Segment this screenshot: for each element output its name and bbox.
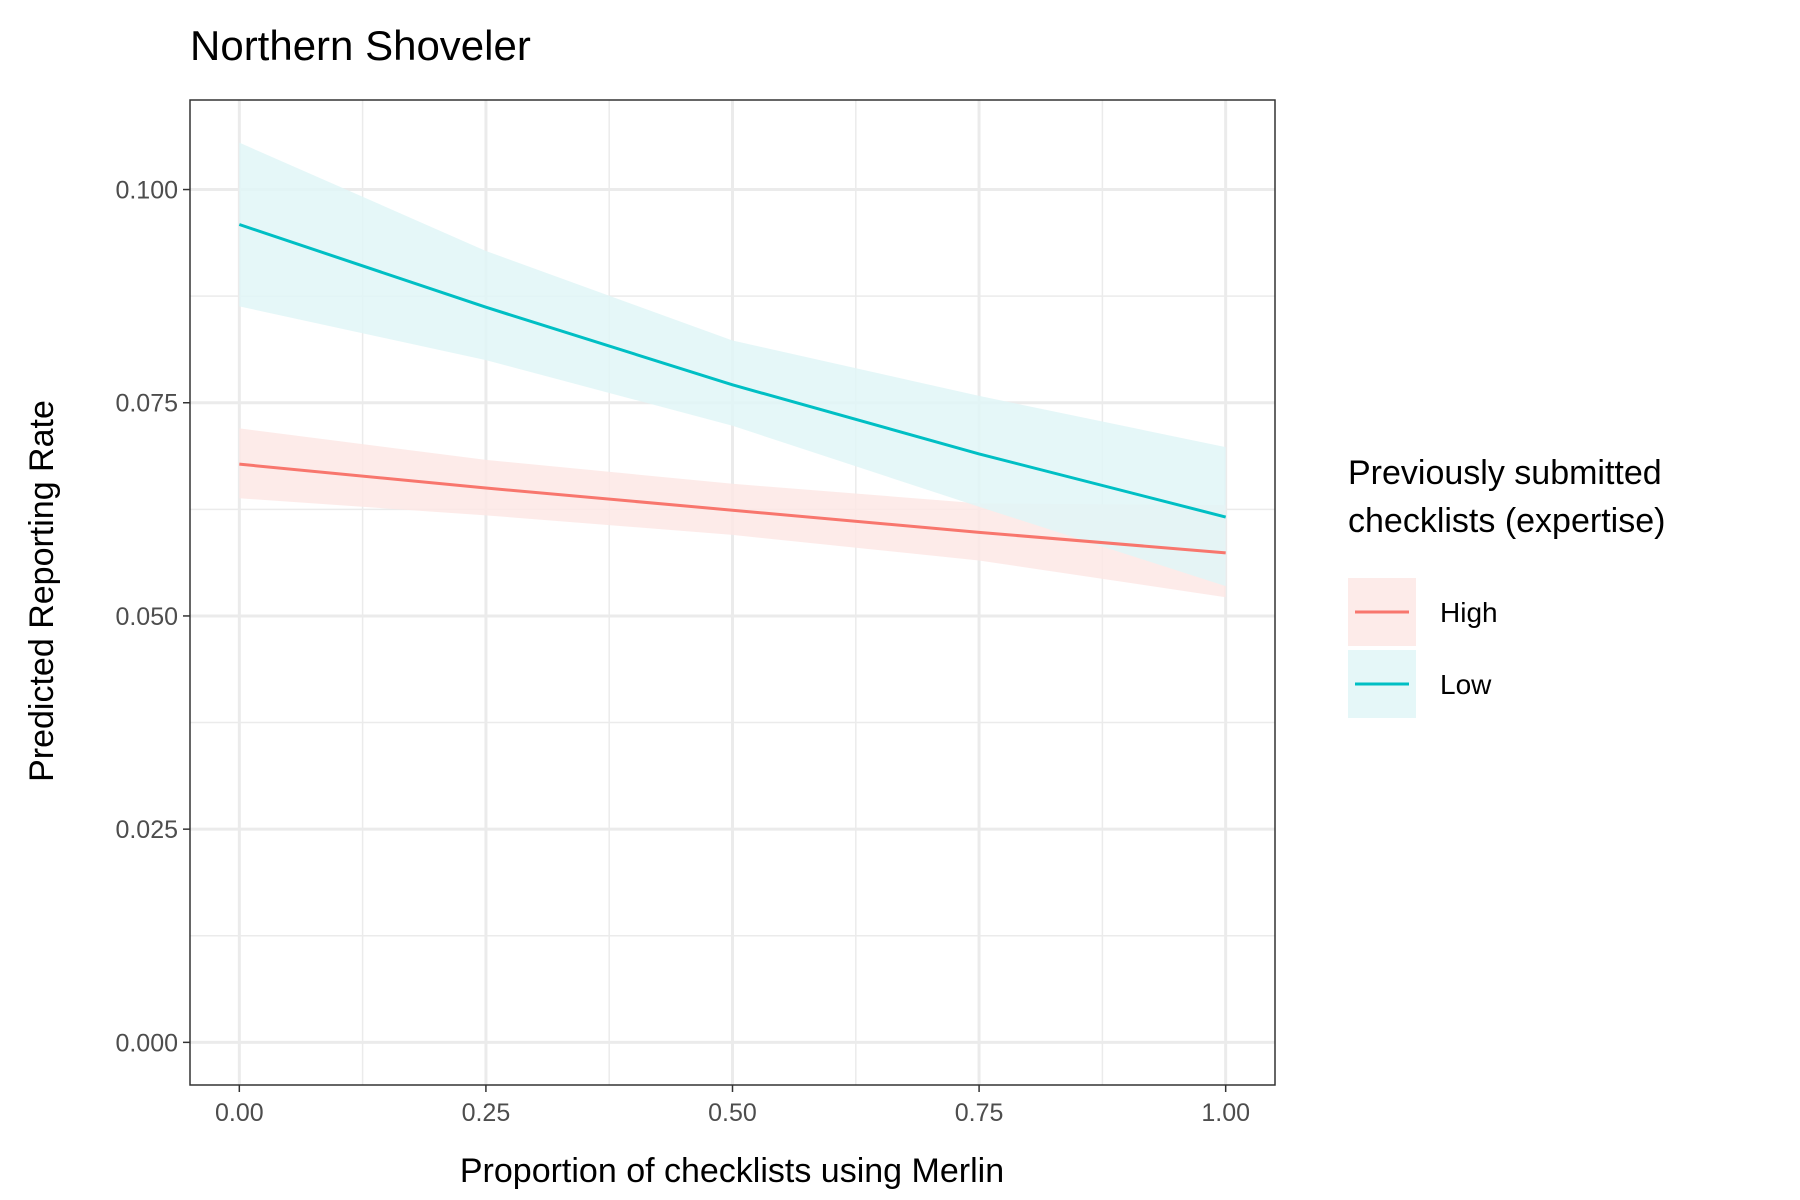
line-low <box>238 223 1227 519</box>
x-tick-label: 0.75 <box>955 1099 1004 1127</box>
x-tick-label: 0.50 <box>708 1099 757 1127</box>
band-high <box>239 428 1226 598</box>
confidence-bands <box>239 142 1226 598</box>
y-tick-label: 0.000 <box>115 1029 178 1057</box>
x-tick-label: 0.25 <box>462 1099 511 1127</box>
x-tick-label: 0.00 <box>215 1099 264 1127</box>
x-tick-label: 1.00 <box>1201 1099 1250 1127</box>
y-tick-label: 0.050 <box>115 603 178 631</box>
y-tick-label: 0.025 <box>115 816 178 844</box>
line-high <box>239 462 1226 555</box>
axis-ticks: 0.00 0.25 0.50 0.75 1.00 0.000 0.025 0.050 0.075… <box>115 177 1250 1127</box>
x-axis-title: Proportion of checklists using Merlin <box>460 1152 1004 1190</box>
series-lines <box>238 223 1227 555</box>
legend: Previously submitted checklists (experti… <box>1348 454 1665 718</box>
y-tick-label: 0.075 <box>115 390 178 418</box>
legend-label-low: Low <box>1440 669 1492 700</box>
y-tick-label: 0.100 <box>115 177 178 205</box>
legend-title-line-1: Previously submitted <box>1348 454 1662 492</box>
legend-title-line-2: checklists (expertise) <box>1348 502 1665 540</box>
legend-label-high: High <box>1440 597 1498 628</box>
y-axis-title: Predicted Reporting Rate <box>23 400 61 782</box>
band-low <box>239 142 1226 587</box>
chart-title: Northern Shoveler <box>190 22 531 69</box>
